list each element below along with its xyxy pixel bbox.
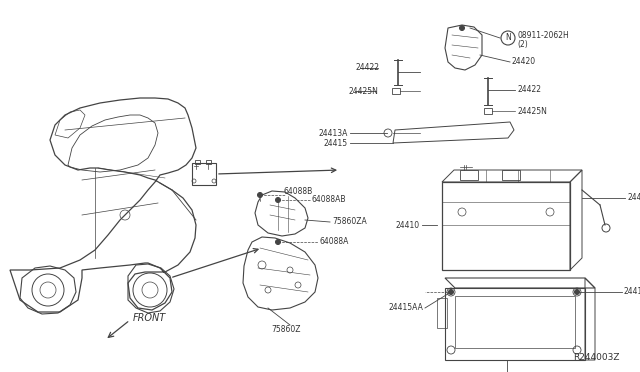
Text: R244003Z: R244003Z [573,353,620,362]
Text: 24422: 24422 [356,64,380,73]
Text: FRONT: FRONT [133,313,166,323]
Bar [502,170,520,180]
Bar [192,163,216,185]
Circle shape [275,240,280,244]
Text: 64088A: 64088A [320,237,349,247]
Text: 24413A: 24413A [319,128,348,138]
Text: 08911-2062H: 08911-2062H [517,31,569,39]
Circle shape [275,198,280,202]
Bar [392,88,400,94]
Text: 24425N: 24425N [517,106,547,115]
Text: (2): (2) [517,41,528,49]
Circle shape [449,289,454,295]
Circle shape [257,192,262,198]
Text: 64088B: 64088B [283,186,312,196]
Bar [195,160,200,164]
Bar [445,288,585,360]
Circle shape [575,289,579,295]
Text: 24413M: 24413M [627,193,640,202]
Text: 75860ZA: 75860ZA [332,218,367,227]
Bar [437,298,447,328]
Text: 24415AA: 24415AA [388,304,423,312]
Text: 64088AB: 64088AB [312,196,346,205]
Text: 24410: 24410 [396,221,420,230]
Bar [484,108,492,114]
Text: 24422: 24422 [517,86,541,94]
Text: N: N [505,33,511,42]
Circle shape [460,26,465,31]
Text: 24415AA: 24415AA [624,288,640,296]
Bar [442,182,570,270]
Bar [206,160,211,164]
Bar [455,296,575,348]
Text: 24415: 24415 [324,138,348,148]
Text: 75860Z: 75860Z [271,326,301,334]
Text: 24425N: 24425N [348,87,378,96]
Bar [460,170,478,180]
Text: 24420: 24420 [512,58,536,67]
